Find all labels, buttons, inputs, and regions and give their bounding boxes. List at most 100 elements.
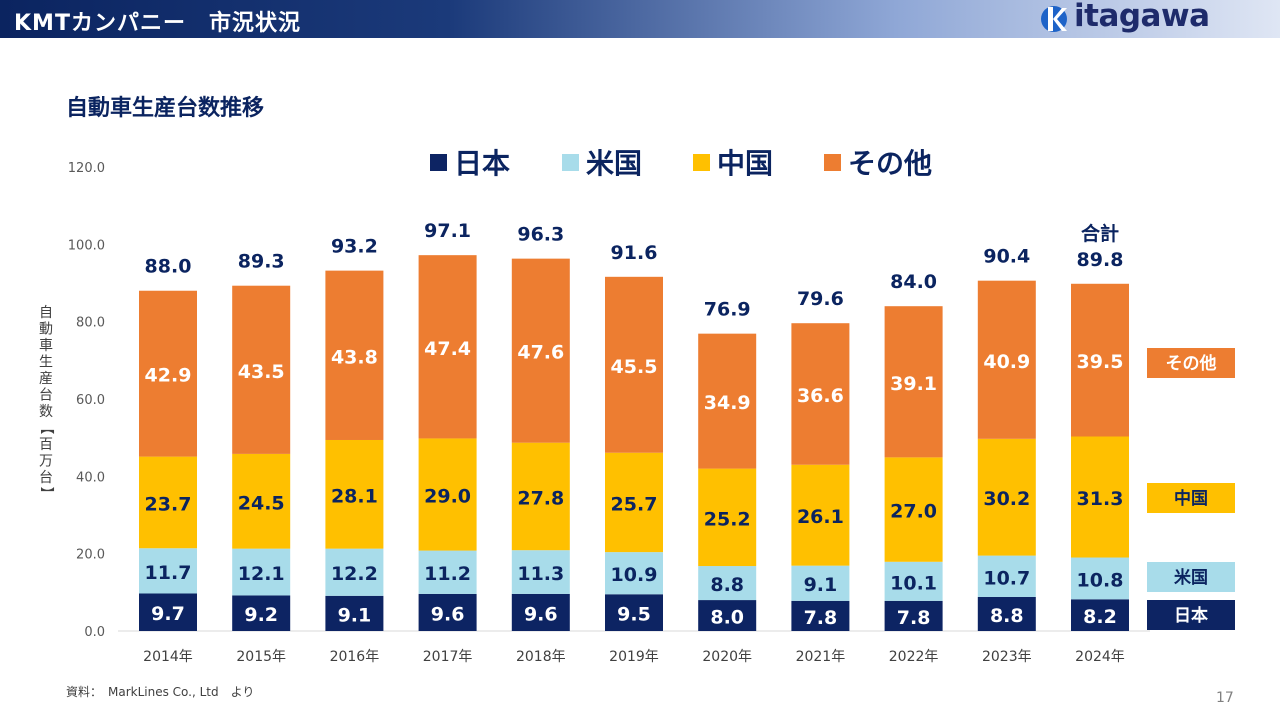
- y-axis-label-char: 数: [39, 404, 53, 420]
- legend-label: 中国: [717, 147, 773, 180]
- data-label: 9.1: [804, 574, 838, 596]
- bar-segment-other: [884, 306, 943, 458]
- y-axis-label-char: 自: [39, 305, 53, 321]
- y-axis-label-char: 】: [38, 487, 54, 501]
- side-label-box: [1147, 483, 1235, 513]
- total-label: 89.3: [238, 251, 285, 273]
- data-label: 42.9: [145, 365, 192, 387]
- x-tick-label: 2020年: [702, 649, 752, 665]
- data-label: 11.3: [517, 563, 564, 585]
- x-tick-label: 2018年: [516, 649, 566, 665]
- data-label: 10.7: [983, 567, 1030, 589]
- data-label: 27.0: [890, 501, 937, 523]
- bar-segment-other: [791, 323, 850, 465]
- data-label: 27.8: [517, 487, 564, 509]
- bar-segment-japan: [418, 593, 477, 631]
- bar-segment-usa: [791, 565, 850, 601]
- legend-label: 米国: [586, 147, 642, 180]
- data-label: 8.2: [1083, 606, 1117, 628]
- y-tick-label: 120.0: [68, 161, 105, 176]
- x-tick-label: 2017年: [423, 649, 473, 665]
- bar-segment-usa: [1071, 557, 1129, 600]
- data-label: 43.5: [238, 361, 285, 383]
- data-label: 24.5: [238, 492, 285, 514]
- y-axis-label-char: 百: [39, 437, 53, 453]
- bar-segment-usa: [325, 548, 384, 596]
- y-axis-label-char: 万: [39, 454, 53, 470]
- y-axis-label-char: 台: [39, 470, 53, 486]
- total-label: 90.4: [983, 246, 1030, 268]
- legend-swatch: [562, 154, 579, 171]
- page-number: 17: [1216, 690, 1234, 706]
- bar-segment-japan: [232, 595, 291, 631]
- data-label: 9.7: [151, 603, 185, 625]
- side-label-text: その他: [1166, 353, 1217, 374]
- bar-segment-other: [698, 333, 757, 469]
- data-label: 8.8: [710, 574, 744, 596]
- bar-segment-japan: [511, 593, 570, 631]
- legend-swatch: [824, 154, 841, 171]
- kitagawa-logo: itagawa: [1040, 0, 1240, 38]
- legend-swatch: [693, 154, 710, 171]
- total-heading-label: 合計: [1081, 222, 1119, 245]
- data-label: 9.5: [617, 604, 651, 626]
- bar-segment-japan: [884, 600, 943, 631]
- bar-segment-china: [605, 452, 663, 553]
- data-label: 45.5: [611, 356, 658, 378]
- data-label: 10.8: [1077, 569, 1124, 591]
- y-tick-label: 80.0: [76, 316, 105, 331]
- data-label: 9.6: [431, 603, 465, 625]
- bar-segment-japan: [977, 596, 1036, 631]
- data-label: 40.9: [983, 351, 1030, 373]
- legend-label: 日本: [454, 147, 510, 180]
- bar-segment-china: [325, 439, 384, 549]
- data-label: 28.1: [331, 485, 378, 507]
- bar-segment-usa: [232, 548, 291, 596]
- data-label: 8.8: [990, 605, 1024, 627]
- data-label: 23.7: [145, 493, 192, 515]
- data-label: 47.6: [517, 342, 564, 364]
- bar-segment-japan: [325, 595, 384, 631]
- side-label-text: 中国: [1174, 488, 1208, 509]
- bar-segment-usa: [139, 548, 197, 594]
- bar-segment-usa: [977, 555, 1036, 597]
- header-bar: KMTカンパニー 市況状況 itagawa: [0, 0, 1280, 38]
- bar-segment-usa: [884, 561, 943, 601]
- total-label: 97.1: [424, 220, 471, 242]
- y-axis-label-char: 【: [38, 421, 54, 435]
- bar-segment-china: [1071, 436, 1129, 558]
- bar-segment-usa: [418, 550, 477, 594]
- data-label: 34.9: [704, 392, 751, 414]
- data-label: 10.9: [611, 564, 658, 586]
- bar-segment-china: [977, 438, 1036, 556]
- page-title: KMTカンパニー 市況状況: [14, 11, 301, 36]
- total-label: 76.9: [704, 299, 751, 321]
- total-label: 89.8: [1077, 249, 1124, 271]
- data-label: 12.2: [331, 563, 378, 585]
- data-label: 8.0: [710, 607, 744, 629]
- bar-segment-china: [418, 438, 477, 551]
- y-axis-label-char: 台: [39, 388, 53, 404]
- bar-segment-other: [232, 285, 291, 454]
- bar-segment-japan: [791, 600, 850, 631]
- total-label: 79.6: [797, 288, 844, 310]
- total-label: 88.0: [145, 256, 192, 278]
- bar-segment-china: [232, 453, 291, 549]
- chart-subtitle: 自動車生産台数推移: [66, 96, 265, 121]
- data-label: 11.2: [424, 563, 471, 585]
- data-label: 31.3: [1077, 488, 1124, 510]
- y-tick-label: 0.0: [84, 625, 105, 640]
- y-tick-label: 40.0: [76, 470, 105, 485]
- x-tick-label: 2015年: [236, 649, 286, 665]
- bars-group: 9.7 11.7 23.7 42.9 88.0 2014年 9.2 12.1 24.5 43.5 8…: [139, 220, 1129, 665]
- data-label: 36.6: [797, 385, 844, 407]
- data-label: 10.1: [890, 572, 937, 594]
- bar-segment-other: [511, 258, 570, 443]
- x-tick-label: 2022年: [889, 649, 939, 665]
- total-label: 96.3: [517, 224, 564, 246]
- data-label: 43.8: [331, 346, 378, 368]
- legend-label: その他: [848, 147, 932, 180]
- side-label-box: [1147, 348, 1235, 378]
